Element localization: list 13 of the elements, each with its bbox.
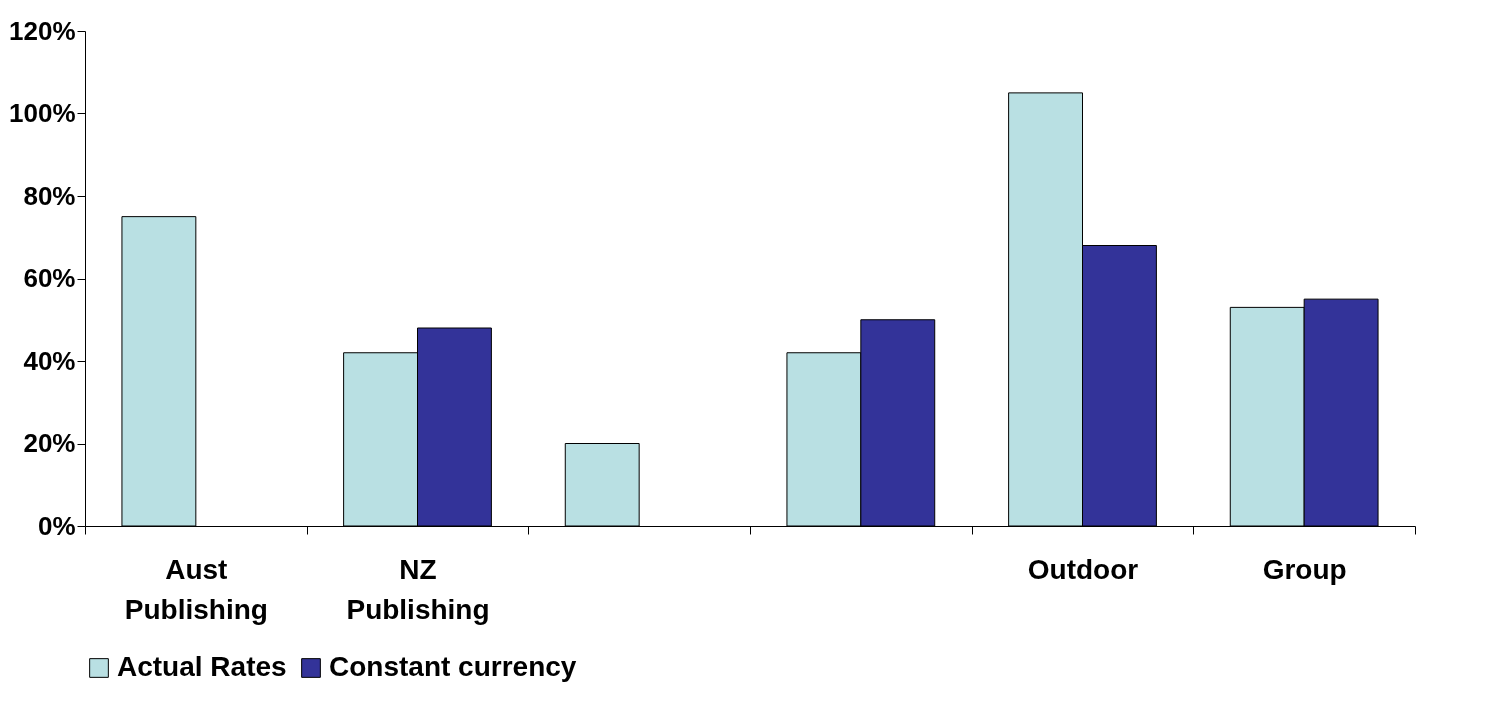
y-tick-label: 120% [9, 15, 76, 46]
x-tick-label: Aust Publishing [124, 553, 268, 625]
y-tick-label: 100% [9, 98, 76, 128]
legend-label: Actual Rates [117, 651, 287, 682]
legend-label: Constant currency [329, 651, 577, 682]
y-tick-label: 60% [23, 263, 76, 293]
y-tick-label: 0% [37, 510, 76, 541]
x-tick-label: Outdoor [1027, 553, 1139, 585]
y-tick-label: 80% [23, 180, 76, 211]
y-tick-label: 40% [23, 345, 76, 376]
y-tick-label: 20% [23, 428, 76, 458]
x-tick-label: NZ Publishing [346, 553, 490, 625]
x-tick-label: Group [1262, 553, 1347, 585]
